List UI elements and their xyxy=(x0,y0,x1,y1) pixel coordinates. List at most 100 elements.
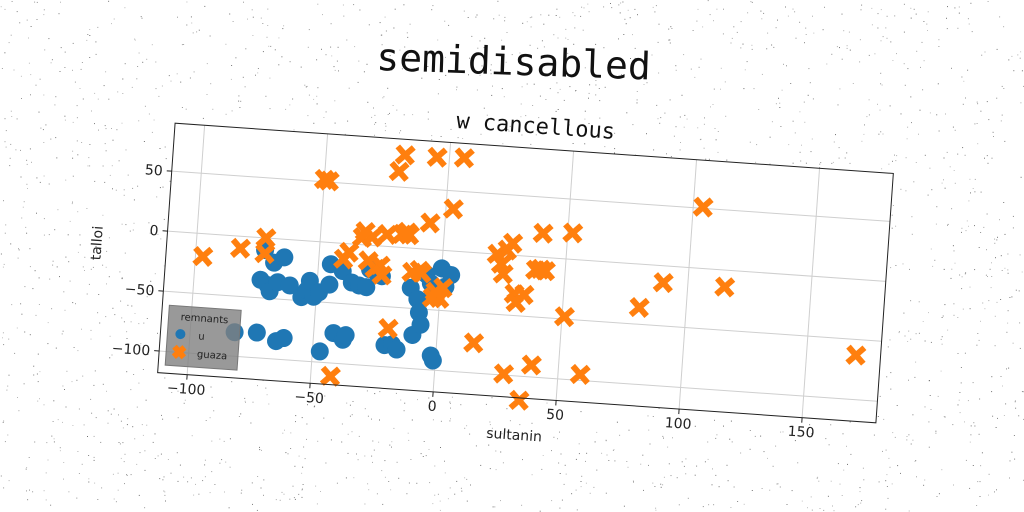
noise-dot xyxy=(225,113,227,115)
noise-dot xyxy=(88,478,90,480)
noise-dot xyxy=(935,223,937,225)
noise-dot xyxy=(113,408,115,410)
noise-dot xyxy=(763,12,765,14)
noise-dot xyxy=(1012,227,1014,229)
noise-dot xyxy=(196,31,198,33)
noise-dot xyxy=(449,401,451,403)
noise-dot xyxy=(652,6,654,8)
noise-dot xyxy=(219,462,221,464)
noise-dot xyxy=(391,441,393,443)
noise-dot xyxy=(55,137,57,139)
noise-dot xyxy=(470,484,471,486)
noise-dot xyxy=(154,458,156,459)
noise-dot xyxy=(777,483,779,485)
noise-dot xyxy=(20,176,22,178)
noise-dot xyxy=(903,3,905,5)
noise-dot xyxy=(573,43,575,45)
noise-dot xyxy=(862,467,864,469)
noise-dot xyxy=(330,23,332,25)
noise-dot xyxy=(603,47,605,49)
noise-dot xyxy=(1001,85,1003,87)
noise-dot xyxy=(152,441,154,443)
noise-dot xyxy=(26,163,28,165)
noise-dot xyxy=(994,315,996,317)
noise-dot xyxy=(139,345,141,347)
noise-dot xyxy=(942,315,944,317)
noise-dot xyxy=(747,12,749,14)
noise-dot xyxy=(539,95,541,97)
noise-dot xyxy=(165,158,167,160)
noise-dot xyxy=(810,496,812,498)
noise-dot xyxy=(704,461,706,463)
noise-dot xyxy=(531,474,533,476)
noise-dot xyxy=(72,157,74,159)
noise-dot xyxy=(976,505,978,506)
noise-dot xyxy=(460,120,462,122)
noise-dot xyxy=(204,5,206,7)
noise-dot xyxy=(4,118,6,120)
noise-dot xyxy=(743,88,745,90)
noise-dot xyxy=(791,490,793,492)
noise-dot xyxy=(886,15,888,17)
noise-dot xyxy=(908,434,910,436)
noise-dot xyxy=(536,129,538,131)
noise-dot xyxy=(105,316,107,318)
noise-dot xyxy=(896,155,898,157)
noise-dot xyxy=(646,133,647,135)
noise-dot xyxy=(624,18,626,20)
noise-dot xyxy=(334,69,336,71)
noise-dot xyxy=(980,232,982,233)
noise-dot xyxy=(65,256,67,258)
noise-dot xyxy=(787,15,789,17)
noise-dot xyxy=(123,189,125,191)
noise-dot xyxy=(336,482,338,484)
noise-dot xyxy=(126,424,128,426)
noise-dot xyxy=(382,97,384,99)
noise-dot xyxy=(658,23,660,25)
noise-dot xyxy=(44,49,46,51)
noise-dot xyxy=(325,111,327,113)
noise-dot xyxy=(304,458,306,460)
y-gridline xyxy=(167,230,886,282)
noise-dot xyxy=(381,470,383,472)
noise-dot xyxy=(243,1,244,3)
noise-dot xyxy=(43,14,45,16)
noise-dot xyxy=(604,86,606,88)
noise-dot xyxy=(242,76,244,78)
noise-dot xyxy=(826,63,828,65)
noise-dot xyxy=(6,389,8,391)
noise-dot xyxy=(890,372,892,374)
noise-dot xyxy=(325,54,327,56)
noise-dot xyxy=(610,3,611,4)
noise-dot xyxy=(69,220,71,222)
noise-dot xyxy=(287,453,289,455)
noise-dot xyxy=(819,508,821,509)
y-tick-label: −50 xyxy=(124,281,155,299)
noise-dot xyxy=(838,147,840,149)
noise-dot xyxy=(368,489,370,491)
noise-dot xyxy=(746,61,748,63)
noise-dot xyxy=(575,90,577,91)
noise-dot xyxy=(576,509,578,511)
noise-dot xyxy=(43,234,45,236)
noise-dot xyxy=(121,277,123,279)
noise-dot xyxy=(448,24,450,26)
noise-dot xyxy=(395,392,397,394)
noise-dot xyxy=(126,331,128,333)
noise-dot xyxy=(72,150,74,152)
noise-dot xyxy=(323,417,325,419)
noise-dot xyxy=(1022,391,1024,393)
noise-dot xyxy=(970,434,972,436)
noise-dot xyxy=(753,88,755,90)
noise-dot xyxy=(21,313,23,315)
noise-dot xyxy=(812,15,813,17)
noise-dot xyxy=(75,303,76,305)
noise-dot xyxy=(393,27,395,29)
noise-dot xyxy=(313,98,315,100)
noise-dot xyxy=(37,381,39,383)
noise-dot xyxy=(139,452,141,454)
noise-dot xyxy=(19,22,21,24)
noise-dot xyxy=(950,277,952,279)
noise-dot xyxy=(52,260,54,262)
noise-dot xyxy=(726,159,728,161)
